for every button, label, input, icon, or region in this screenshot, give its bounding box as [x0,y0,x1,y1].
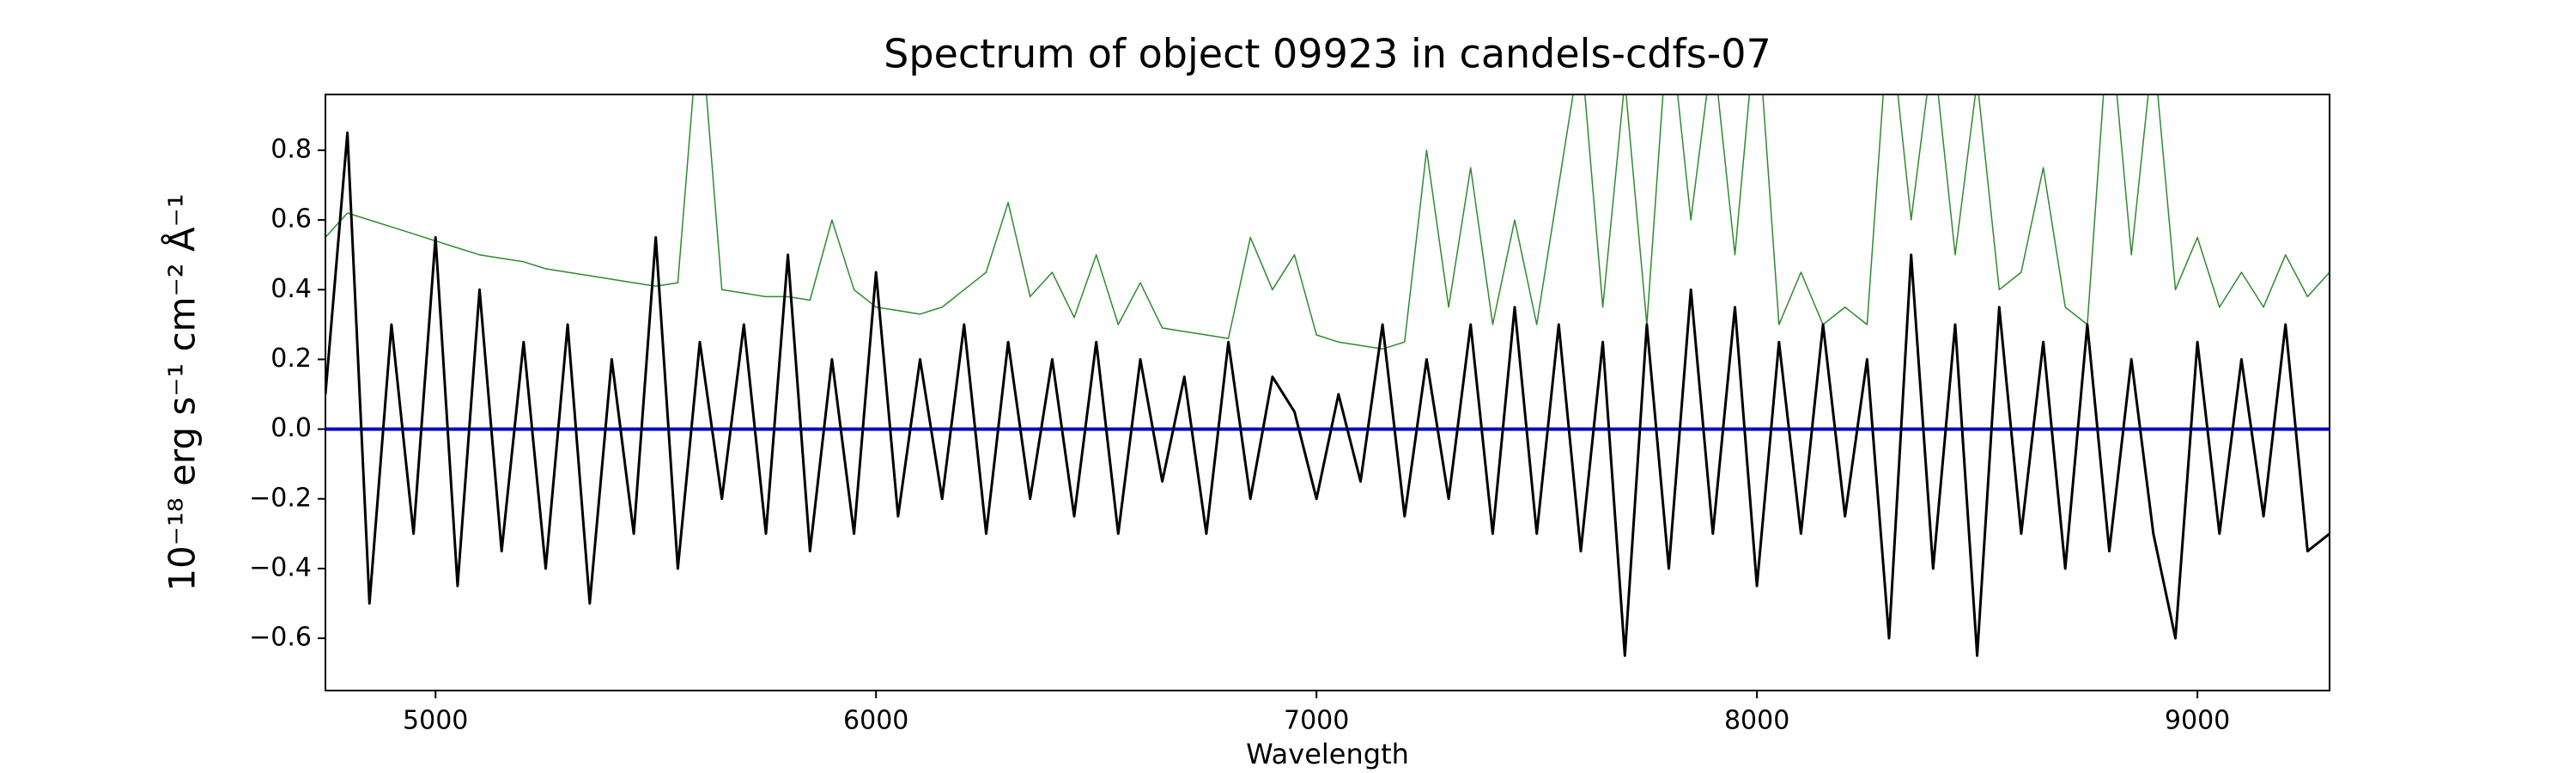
y-tick-label: 0.8 [270,134,312,164]
y-tick-label: 0.2 [270,344,312,374]
x-tick-label: 5000 [403,706,468,736]
plot-area [325,94,2330,657]
y-tick-label: −0.4 [249,552,312,582]
spectrum-line [325,131,2330,657]
y-tick-label: 0.6 [270,204,312,234]
y-tick-label: 0.0 [270,413,312,443]
x-tick-label: 7000 [1284,706,1349,736]
x-tick-label: 9000 [2165,706,2230,736]
y-tick-label: −0.6 [249,623,312,653]
x-tick-label: 6000 [843,706,908,736]
y-tick-label: −0.2 [249,483,312,513]
y-axis-label: 10⁻¹⁸ erg s⁻¹ cm⁻² Å⁻¹ [161,193,204,591]
plot-frame [325,94,2330,691]
chart-title: Spectrum of object 09923 in candels-cdfs… [884,31,1771,77]
y-tick-label: 0.4 [270,274,312,304]
x-tick-label: 8000 [1724,706,1789,736]
x-axis-label: Wavelength [1246,738,1409,770]
